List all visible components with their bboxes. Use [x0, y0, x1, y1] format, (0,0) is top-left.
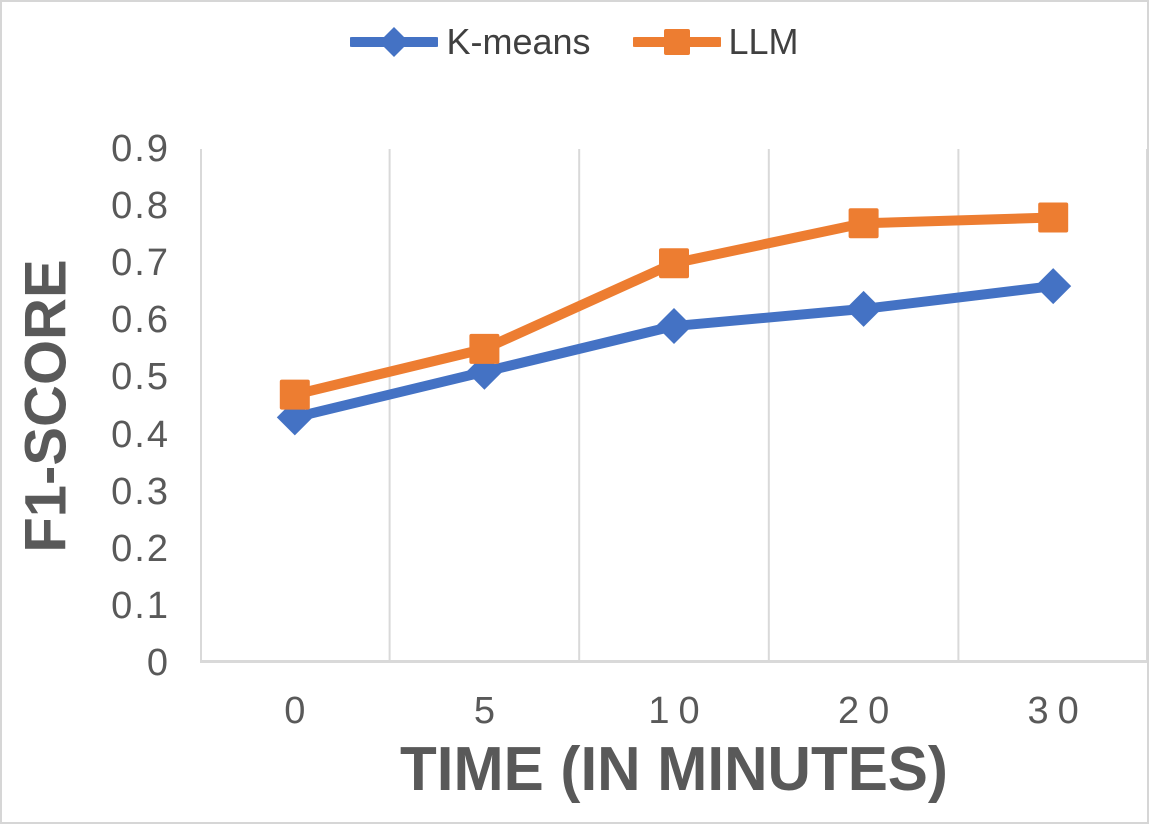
plot-svg	[200, 149, 1147, 663]
square-legend-swatch-icon	[632, 29, 721, 55]
y-tick-label: 0	[146, 642, 170, 684]
k-means-data-point-diamond	[656, 308, 692, 345]
y-tick-label: 0.4	[111, 413, 170, 456]
y-axis-title: F1-SCORE	[13, 259, 79, 553]
y-tick-label: 0.9	[111, 128, 170, 170]
plot-area	[200, 149, 1147, 663]
y-tick-label: 0.1	[111, 584, 170, 627]
llm-data-point-square	[469, 333, 500, 364]
x-tick-label: 20	[837, 690, 899, 732]
llm-data-point-square	[279, 379, 310, 410]
y-tick-label: 0.2	[111, 527, 170, 570]
chart-legend: K-means LLM	[2, 24, 1147, 60]
y-tick-label: 0.8	[111, 185, 170, 228]
x-axis-title: TIME (IN MINUTES)	[400, 735, 948, 804]
legend-item-llm: LLM	[632, 21, 799, 62]
llm-data-point-square	[659, 248, 689, 279]
x-tick-label: 10	[648, 690, 709, 732]
llm-series-line	[289, 212, 1059, 400]
diamond-legend-swatch-icon	[350, 27, 439, 57]
llm-data-point-square	[1038, 202, 1069, 233]
x-tick-label: 0	[284, 690, 315, 732]
y-tick-label: 0.6	[111, 299, 170, 342]
k-means-data-point-diamond	[845, 290, 882, 327]
k-means-data-point-diamond	[1035, 268, 1072, 305]
k-means-series-line	[289, 281, 1059, 423]
y-tick-label: 0.5	[111, 356, 170, 399]
llm-data-point-square	[848, 208, 879, 239]
x-tick-label: 30	[1027, 690, 1088, 732]
x-tick-label: 5	[473, 690, 504, 732]
y-tick-label: 0.3	[111, 470, 170, 513]
y-tick-label: 0.7	[111, 242, 170, 285]
legend-label: K-means	[446, 21, 591, 62]
legend-item-k-means: K-means	[350, 21, 591, 62]
legend-label: LLM	[728, 21, 799, 62]
